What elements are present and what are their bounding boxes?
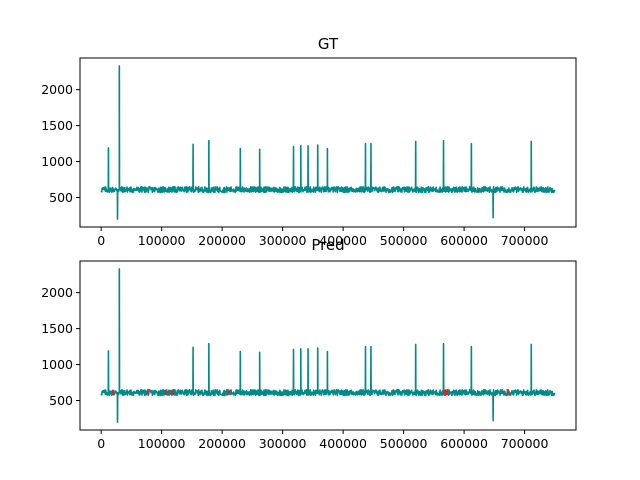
y-tick-label: 2000 — [41, 285, 73, 300]
x-tick-label: 100000 — [138, 233, 186, 248]
x-tick-label: 200000 — [198, 233, 246, 248]
x-tick-label: 0 — [97, 233, 105, 248]
x-tick-label: 500000 — [380, 233, 428, 248]
y-tick-label: 1000 — [41, 154, 73, 169]
x-tick-label: 600000 — [440, 233, 488, 248]
x-tick-label: 300000 — [259, 233, 307, 248]
pred-axes-frame — [79, 260, 577, 431]
series-line — [100, 268, 556, 423]
x-tick-label: 0 — [97, 436, 105, 451]
y-tick-label: 1000 — [41, 357, 73, 372]
y-tick-label: 1500 — [41, 118, 73, 133]
series-line — [100, 65, 556, 220]
x-tick-label: 400000 — [319, 436, 367, 451]
y-tick-label: 500 — [49, 190, 73, 205]
x-tick-label: 100000 — [138, 436, 186, 451]
x-tick-label: 700000 — [501, 233, 549, 248]
y-tick-label: 1500 — [41, 321, 73, 336]
gt-subplot: GT 0 100000 200000 300000 400000 500000 600000… — [41, 35, 577, 248]
gt-title: GT — [318, 35, 339, 53]
y-tick-label: 2000 — [41, 82, 73, 97]
x-tick-label: 600000 — [440, 436, 488, 451]
pred-subplot: Pred 0 100000 200000 300000 400000 500000 6000… — [41, 236, 577, 451]
pred-title: Pred — [311, 236, 344, 254]
x-tick-label: 200000 — [198, 436, 246, 451]
x-tick-label: 300000 — [259, 436, 307, 451]
y-tick-label: 500 — [49, 393, 73, 408]
gt-axes-frame — [79, 57, 577, 228]
x-tick-label: 500000 — [380, 436, 428, 451]
x-tick-label: 400000 — [319, 233, 367, 248]
x-tick-label: 700000 — [501, 436, 549, 451]
